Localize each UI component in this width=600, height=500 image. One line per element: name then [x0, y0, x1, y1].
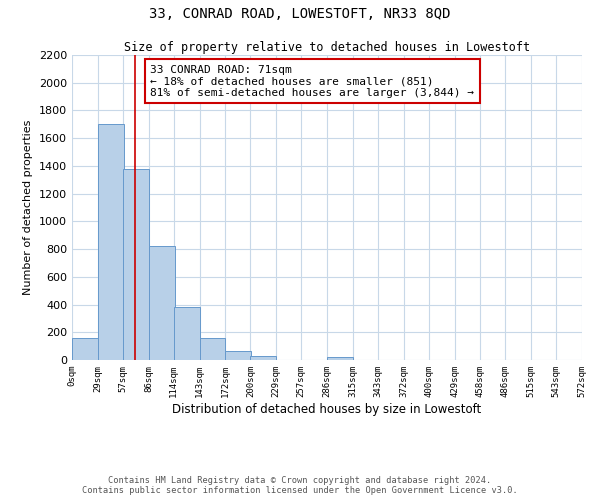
Bar — [173, 308, 199, 360]
Text: 33, CONRAD ROAD, LOWESTOFT, NR33 8QD: 33, CONRAD ROAD, LOWESTOFT, NR33 8QD — [149, 8, 451, 22]
Bar — [149, 246, 175, 360]
Bar — [72, 338, 98, 360]
Bar — [199, 338, 226, 360]
X-axis label: Distribution of detached houses by size in Lowestoft: Distribution of detached houses by size … — [172, 402, 482, 415]
Y-axis label: Number of detached properties: Number of detached properties — [23, 120, 34, 295]
Bar — [226, 351, 251, 360]
Bar — [327, 357, 353, 360]
Bar — [98, 124, 124, 360]
Title: Size of property relative to detached houses in Lowestoft: Size of property relative to detached ho… — [124, 41, 530, 54]
Bar — [250, 356, 276, 360]
Text: 33 CONRAD ROAD: 71sqm
← 18% of detached houses are smaller (851)
81% of semi-det: 33 CONRAD ROAD: 71sqm ← 18% of detached … — [151, 64, 475, 98]
Text: Contains HM Land Registry data © Crown copyright and database right 2024.
Contai: Contains HM Land Registry data © Crown c… — [82, 476, 518, 495]
Bar — [123, 168, 149, 360]
